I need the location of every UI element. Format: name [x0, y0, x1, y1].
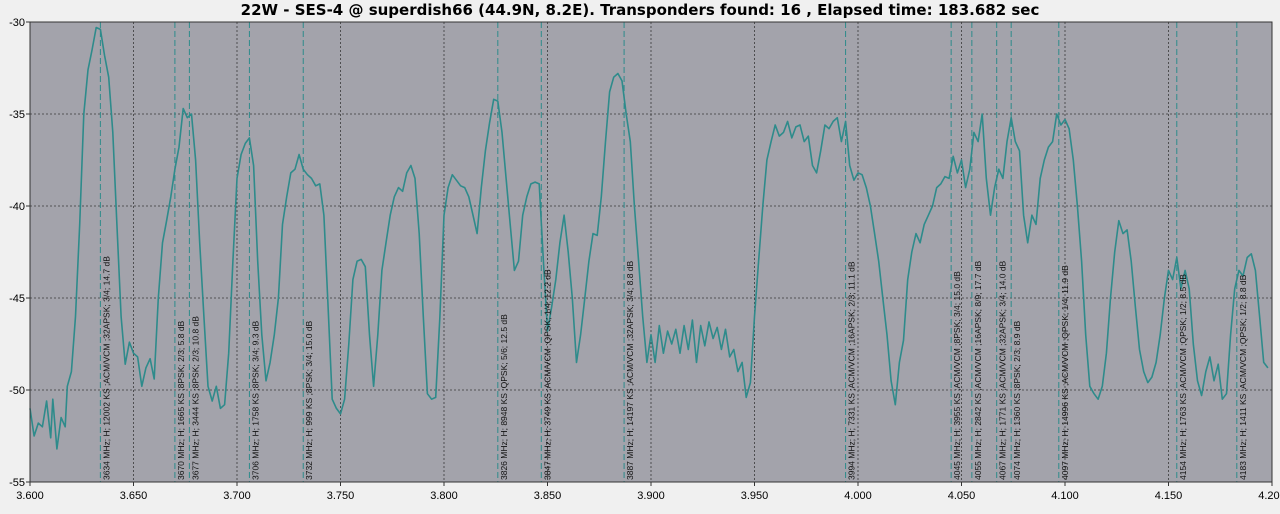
transponder-label: 3677 MHz; H; 3444 KS ;8PSK; 2/3; 10.8 dB [190, 316, 200, 480]
y-tick-label: -45 [9, 293, 25, 305]
x-tick-label: 4.050 [948, 490, 976, 502]
y-tick-label: -55 [9, 477, 25, 489]
y-axis: -30 -35 -40 -45 -50 -55 [9, 17, 30, 489]
y-tick-label: -40 [9, 201, 25, 213]
transponder-markers [99, 22, 1238, 482]
transponder-label: 4074 MHz; H; 1360 KS ;8PSK; 2/3; 8.9 dB [1012, 320, 1022, 480]
spectrum-line [29, 26, 1269, 450]
y-tick-label: -30 [9, 17, 25, 29]
transponder-label: 4097 MHz; H; 14996 KS ;ACM/VCM ;QPSK; 1/… [1060, 265, 1070, 480]
x-tick-label: 3.900 [637, 490, 665, 502]
transponder-label: 3670 MHz; H; 1665 KS ;8PSK; 2/3; 5.8 dB [176, 320, 186, 480]
x-tick-label: 3.600 [16, 490, 44, 502]
x-tick-label: 3.800 [430, 490, 458, 502]
x-tick-label: 4.100 [1051, 490, 1079, 502]
transponder-label: 3826 MHz; H; 8948 KS ;QPSK; 5/6; 12.5 dB [499, 314, 509, 480]
transponder-label: 3887 MHz; H; 14197 KS ;ACM/VCM ;32APSK; … [625, 260, 635, 480]
y-tick-label: -50 [9, 385, 25, 397]
transponder-label: 4055 MHz; H; 2842 KS ;ACM/VCM ;16APSK; 8… [973, 260, 983, 480]
x-tick-label: 4.150 [1155, 490, 1183, 502]
x-axis: 3.600 3.650 3.700 3.750 3.800 3.850 3.900 3.950… [16, 482, 1280, 502]
transponder-label: 3706 MHz; H; 1758 KS ;8PSK; 3/4; 9.3 dB [250, 320, 260, 480]
x-tick-label: 4.000 [844, 490, 872, 502]
transponder-label: 4183 MHz; H; 1411 KS ;ACM/VCM ;QPSK; 1/2… [1238, 274, 1248, 480]
x-tick-label: 3.850 [534, 490, 562, 502]
transponder-label: 4154 MHz; H; 1763 KS ;ACM/VCM ;QPSK; 1/2… [1178, 274, 1188, 480]
transponder-label: 4045 MHz; H; 3955 KS ;ACM/VCM ;8PSK; 3/4… [952, 271, 962, 480]
x-tick-label: 3.700 [223, 490, 251, 502]
y-tick-label: -35 [9, 109, 25, 121]
transponder-label: 4067 MHz; H; 1771 KS ;ACM/VCM ;32APSK; 3… [998, 260, 1008, 480]
chart-title: 22W - SES-4 @ superdish66 (44.9N, 8.2E).… [241, 1, 1040, 19]
transponder-label: 3732 MHz; H; 999 KS ;8PSK; 3/4; 15.0 dB [304, 320, 314, 480]
x-tick-label: 3.650 [120, 490, 148, 502]
transponder-label: 3994 MHz; H; 7331 KS ;ACM/VCM ;16APSK; 2… [847, 261, 857, 480]
x-tick-label: 3.750 [327, 490, 355, 502]
transponder-labels: 3634 MHz; H; 12002 KS ;ACM/VCM ;32APSK; … [101, 256, 1247, 480]
transponder-label: 3847 MHz; H; 3749 KS ;ACM/VCM ;QPSK; 1/4… [542, 269, 552, 480]
x-tick-label: 3.950 [741, 490, 769, 502]
x-tick-label: 4.200 [1258, 490, 1280, 502]
plot-frame [29, 21, 1273, 483]
transponder-label: 3634 MHz; H; 12002 KS ;ACM/VCM ;32APSK; … [101, 256, 111, 480]
